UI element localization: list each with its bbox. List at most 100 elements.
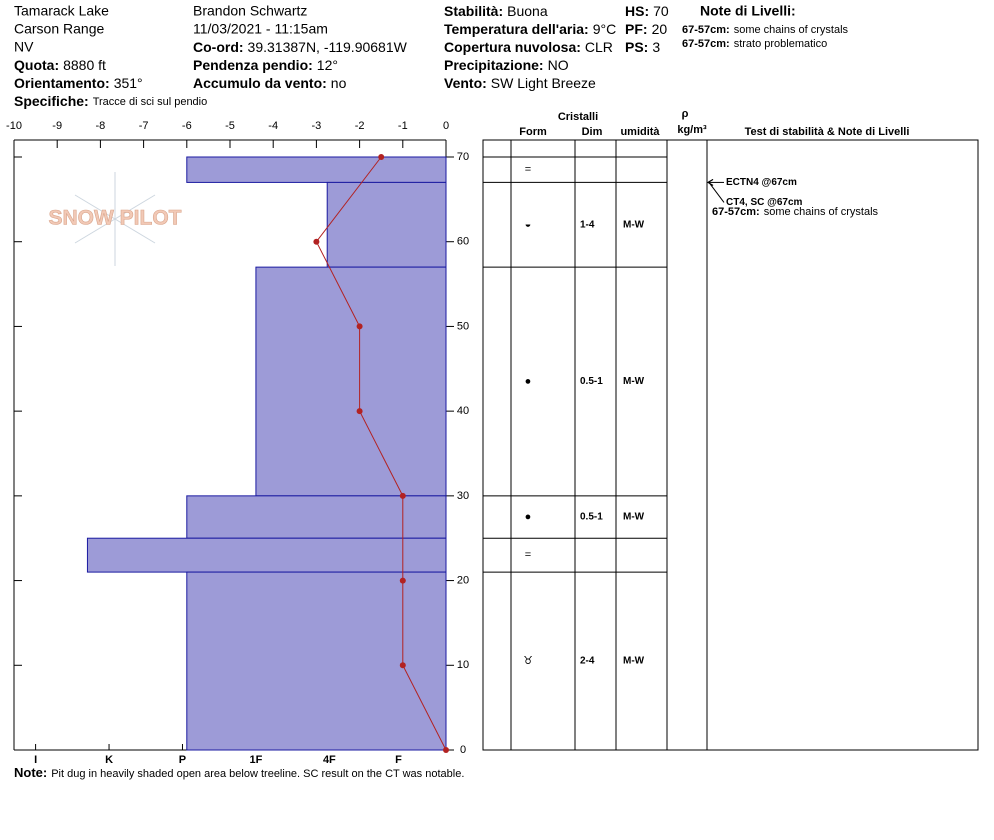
moisture: M-W: [623, 219, 645, 230]
site-line: Tamarack Lake: [14, 3, 109, 19]
x-tick-label: -4: [268, 120, 278, 132]
field-label: Accumulo da vento:: [193, 75, 327, 91]
field-label: Note:: [14, 765, 47, 780]
table-header: Dim: [582, 126, 603, 138]
hardness-bar: [326, 181, 447, 268]
field-label: HS:: [625, 3, 649, 19]
field-value: some chains of crystals: [734, 24, 849, 36]
field-label: Stabilità:: [444, 3, 503, 19]
field-label: 67-57cm:: [682, 24, 730, 36]
field-label: Co-ord:: [193, 39, 244, 55]
arrow-head: [707, 178, 714, 186]
x-tick-label: -8: [96, 120, 106, 132]
field-label: Orientamento:: [14, 75, 110, 91]
datetime: 11/03/2021 - 11:15am: [193, 21, 328, 37]
grain-form: =: [525, 549, 531, 561]
temperature-line: [315, 156, 447, 751]
field-label: PS:: [625, 39, 648, 55]
field: HS: 70: [625, 3, 669, 19]
field: Pendenza pendio: 12°: [193, 57, 338, 73]
x-tick-label: 0: [443, 120, 449, 132]
temperature-point: [356, 408, 363, 415]
y-tick-label: 70: [457, 151, 469, 163]
field: Specifiche: Tracce di sci sul pendio: [14, 93, 207, 109]
x-tick-label: -2: [355, 120, 365, 132]
field-value: CLR: [585, 39, 613, 55]
field: PS: 3: [625, 39, 660, 55]
field-value: strato problematico: [734, 38, 828, 50]
moisture: M-W: [623, 656, 645, 667]
field-value: 8880 ft: [63, 57, 106, 73]
y-tick-label: 20: [457, 574, 469, 586]
grain-form: ◒: [525, 219, 532, 231]
hardness-label: 1F: [249, 754, 262, 766]
temperature-point: [443, 747, 449, 753]
field: Stabilità: Buona: [444, 3, 548, 19]
y-tick-label: 0: [460, 744, 466, 756]
table-header: umidità: [620, 126, 660, 138]
site-line: NV: [14, 39, 34, 55]
x-tick-label: -1: [398, 120, 408, 132]
hardness-bar: [186, 156, 447, 183]
field-value: some chains of crystals: [764, 206, 879, 218]
field: Orientamento: 351°: [14, 75, 143, 91]
field-value: 20: [652, 21, 668, 37]
field-value: 39.31387N, -119.90681W: [248, 39, 408, 55]
y-tick-label: 50: [457, 320, 469, 332]
hardness-label: K: [105, 754, 113, 766]
field: Copertura nuvolosa: CLR: [444, 39, 613, 55]
moisture: M-W: [623, 376, 645, 387]
test-label: CT4, SC @67cm: [726, 197, 803, 208]
field: 67-57cm: some chains of crystals: [682, 24, 849, 36]
grain-form: ●: [525, 511, 532, 523]
y-tick-label: 40: [457, 405, 469, 417]
field-value: SW Light Breeze: [491, 75, 596, 91]
field: Quota: 8880 ft: [14, 57, 106, 73]
layer-notes-title: Note di Livelli:: [700, 3, 796, 19]
field-value: 351°: [114, 75, 143, 91]
temperature-point: [399, 662, 406, 669]
logo: [74, 172, 156, 266]
field-label: 67-57cm:: [712, 206, 760, 218]
test-label: ECTN4 @67cm: [726, 177, 797, 188]
table-header: Test di stabilità & Note di Livelli: [745, 126, 910, 138]
field-value: no: [331, 75, 347, 91]
x-tick-label: -6: [182, 120, 192, 132]
grain-form: ●: [525, 375, 532, 387]
field-value: 9°C: [593, 21, 617, 37]
hardness-bar: [186, 571, 447, 751]
grain-size: 2-4: [580, 656, 595, 667]
grain-size: 1-4: [580, 219, 595, 230]
field-label: Specifiche:: [14, 93, 89, 109]
field: 67-57cm: strato problematico: [682, 38, 827, 50]
field-label: Temperatura dell'aria:: [444, 21, 589, 37]
table-header: Form: [519, 126, 547, 138]
field: Vento: SW Light Breeze: [444, 75, 596, 91]
x-tick-label: -5: [225, 120, 235, 132]
field-label: Copertura nuvolosa:: [444, 39, 581, 55]
field-label: Precipitazione:: [444, 57, 544, 73]
moisture: M-W: [623, 512, 645, 523]
temperature-point: [399, 577, 406, 584]
observer: Brandon Schwartz: [193, 3, 307, 19]
table-header: kg/m³: [677, 124, 707, 136]
field-value: 3: [652, 39, 660, 55]
field: Accumulo da vento: no: [193, 75, 347, 91]
temperature-point: [313, 238, 320, 245]
field: Temperatura dell'aria: 9°C: [444, 21, 616, 37]
field-label: 67-57cm:: [682, 38, 730, 50]
grain-size: 0.5-1: [580, 512, 603, 523]
field-label: Pendenza pendio:: [193, 57, 313, 73]
x-tick-label: -3: [312, 120, 322, 132]
hardness-bar: [186, 495, 447, 539]
y-tick-label: 30: [457, 490, 469, 502]
table-header: Cristalli: [558, 111, 598, 123]
hardness-label: 4F: [323, 754, 336, 766]
y-tick-label: 60: [457, 236, 469, 248]
y-tick-label: 10: [457, 659, 469, 671]
field-value: Buona: [507, 3, 548, 19]
hardness-label: P: [179, 754, 186, 766]
table-frame: [482, 139, 979, 751]
hardness-bar: [86, 537, 447, 573]
